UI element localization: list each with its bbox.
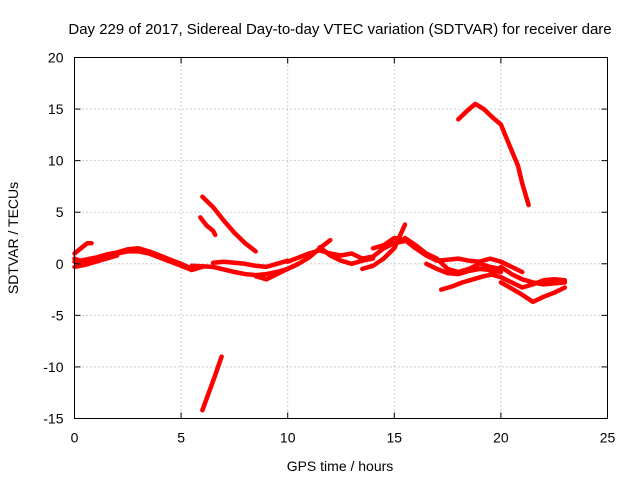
y-tick-label: 20 [48, 50, 64, 66]
x-tick-label: 5 [177, 430, 185, 446]
series-line-arc-11 [285, 238, 408, 264]
series-line-arc-4 [72, 253, 120, 270]
series-line-arc-18 [456, 101, 531, 208]
y-axis-label: SDTVAR / TECUs [5, 182, 21, 294]
y-tick-label: 0 [56, 256, 64, 272]
x-tick-label: 20 [493, 430, 509, 446]
series-line-arc-5 [200, 194, 258, 254]
y-tick-label: 15 [48, 101, 64, 117]
chart-title: Day 229 of 2017, Sidereal Day-to-day VTE… [68, 21, 611, 38]
series-line-arc-6 [198, 215, 218, 238]
grid-layer [74, 57, 608, 419]
y-tick-label: -15 [43, 411, 63, 427]
y-tick-label: -5 [51, 307, 64, 323]
series-line-arc-7 [200, 354, 224, 413]
series-line-arc-20 [487, 271, 568, 290]
x-tick-label: 0 [71, 430, 79, 446]
series-line-arc-12 [317, 245, 376, 267]
series-line-arc-17 [438, 271, 497, 292]
x-tick-label: 10 [280, 430, 296, 446]
x-tick-label: 25 [600, 430, 616, 446]
series-line-arc-9 [210, 258, 290, 270]
series-layer [72, 101, 568, 413]
y-tick-label: -10 [43, 359, 63, 375]
tick-layer: 0 5 10 15 20 25 -15 -10 -5 0 5 10 15 20 [43, 50, 615, 446]
series-line-arc-15 [402, 235, 504, 275]
series-line-arc-16 [424, 261, 504, 277]
y-tick-label: 5 [56, 204, 64, 220]
plot-frame [74, 57, 608, 419]
x-tick-label: 15 [387, 430, 403, 446]
x-axis-label: GPS time / hours [287, 458, 394, 474]
series-line-arc-21 [498, 280, 568, 305]
series-line-arc-14 [370, 235, 525, 275]
y-tick-label: 10 [48, 153, 64, 169]
series-line-arc-1 [72, 240, 94, 256]
